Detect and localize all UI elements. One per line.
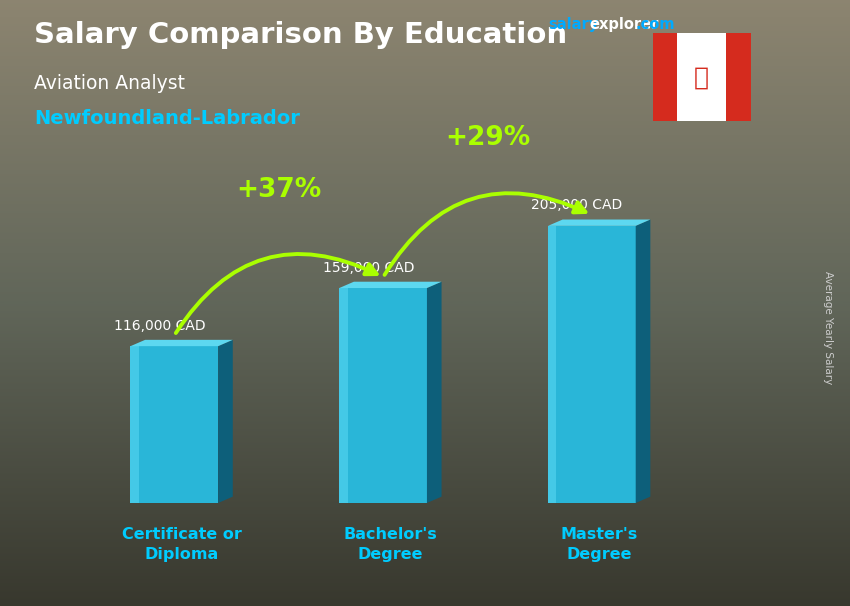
Polygon shape: [131, 346, 218, 503]
Text: +29%: +29%: [445, 125, 530, 151]
Bar: [653, 33, 677, 121]
Bar: [726, 33, 751, 121]
Text: .com: .com: [636, 17, 675, 32]
Text: salary: salary: [548, 17, 598, 32]
Text: Aviation Analyst: Aviation Analyst: [34, 74, 185, 93]
Polygon shape: [131, 340, 233, 346]
Text: 205,000 CAD: 205,000 CAD: [531, 198, 622, 212]
Text: Average Yearly Salary: Average Yearly Salary: [823, 271, 833, 384]
Polygon shape: [636, 219, 650, 503]
Polygon shape: [339, 282, 441, 288]
Text: 🍁: 🍁: [694, 65, 709, 89]
Polygon shape: [131, 346, 139, 503]
Polygon shape: [339, 288, 348, 503]
Polygon shape: [218, 340, 233, 503]
Text: Bachelor's
Degree: Bachelor's Degree: [343, 527, 437, 562]
Text: Newfoundland-Labrador: Newfoundland-Labrador: [34, 109, 300, 128]
Text: Salary Comparison By Education: Salary Comparison By Education: [34, 21, 567, 49]
Text: +37%: +37%: [236, 176, 321, 202]
Polygon shape: [548, 226, 636, 503]
Text: 159,000 CAD: 159,000 CAD: [322, 261, 414, 275]
Text: Master's
Degree: Master's Degree: [560, 527, 638, 562]
Polygon shape: [548, 219, 650, 226]
Polygon shape: [548, 226, 557, 503]
Text: Certificate or
Diploma: Certificate or Diploma: [122, 527, 241, 562]
Polygon shape: [339, 288, 427, 503]
Text: explorer: explorer: [589, 17, 659, 32]
Text: 116,000 CAD: 116,000 CAD: [114, 319, 206, 333]
Polygon shape: [427, 282, 441, 503]
